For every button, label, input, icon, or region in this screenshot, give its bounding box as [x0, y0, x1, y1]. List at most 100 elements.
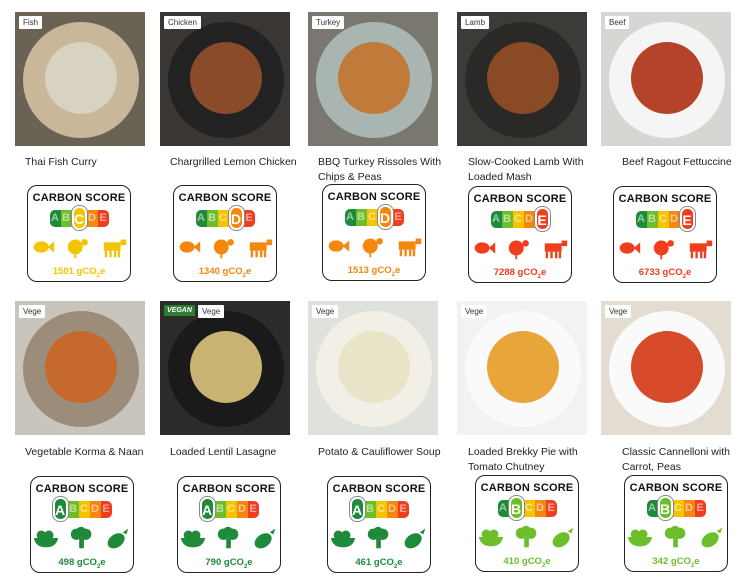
grade-d: D: [534, 499, 546, 517]
eggplant-icon: [254, 528, 276, 549]
card-title: CARBON SCORE: [32, 192, 126, 204]
broccoli-icon: [515, 525, 537, 548]
category-tag: Vege: [461, 305, 488, 318]
grade-b: B: [646, 210, 658, 228]
card-title: CARBON SCORE: [35, 483, 129, 495]
carbon-value: 1340 gCO2e: [198, 266, 252, 279]
meal-photo: Chicken: [160, 12, 290, 146]
grade-a: A: [490, 210, 502, 228]
grade-c: C: [672, 499, 684, 517]
card-title: CARBON SCORE: [629, 482, 723, 494]
category-tag: Beef: [605, 16, 630, 29]
grade-c: C: [366, 208, 378, 226]
eggplant-icon: [404, 528, 426, 549]
cow-icon: [249, 239, 273, 258]
grade-d: D: [236, 500, 248, 518]
category-tag: Vege: [605, 305, 632, 318]
carbon-value: 342 gCO2e: [652, 556, 700, 569]
grade-e: E: [545, 499, 557, 517]
meal-name: Chargrilled Lemon Chicken: [170, 156, 297, 168]
broccoli-icon: [217, 526, 239, 549]
grade-c: C: [71, 206, 87, 230]
cow-icon: [398, 238, 422, 257]
grade-c: C: [78, 500, 90, 518]
meal-name: Classic Cannelloni with Carrot, Peas: [622, 446, 730, 473]
fish-icon: [328, 240, 350, 252]
grade-e: E: [534, 207, 550, 231]
meal-photo: Lamb: [457, 12, 587, 146]
grade-c: C: [375, 500, 387, 518]
category-tag: Vege: [19, 305, 46, 318]
grade-e: E: [397, 500, 409, 518]
grade-d: D: [668, 210, 680, 228]
grade-d: D: [228, 206, 244, 230]
category-tag: Fish: [19, 16, 43, 29]
meal-photo: Vege: [308, 301, 438, 435]
carbon-value: 1513 gCO2e: [347, 265, 401, 278]
grade-e: E: [694, 499, 706, 517]
grade-a: A: [497, 499, 509, 517]
grade-d: D: [386, 500, 398, 518]
grade-a: A: [349, 497, 365, 521]
meal-name: Slow-Cooked Lamb With Loaded Mash: [468, 156, 584, 183]
carbon-value: 461 gCO2e: [355, 557, 403, 570]
grade-b: B: [657, 496, 673, 520]
grade-d: D: [86, 209, 98, 227]
grade-c: C: [217, 209, 229, 227]
card-title: CARBON SCORE: [327, 191, 421, 203]
grade-d: D: [89, 500, 101, 518]
turkey-icon: [508, 240, 529, 260]
grade-a: A: [195, 209, 207, 227]
grade-b: B: [214, 500, 226, 518]
fruit-bowl-icon: [330, 530, 356, 548]
vegan-badge: VEGAN: [164, 305, 195, 316]
cow-icon: [103, 239, 127, 258]
grade-b: B: [67, 500, 79, 518]
grade-e: E: [247, 500, 259, 518]
grade-a: A: [635, 210, 647, 228]
eggplant-icon: [107, 528, 129, 549]
meal-photo: Vege: [15, 301, 145, 435]
grade-b: B: [508, 496, 524, 520]
turkey-icon: [213, 239, 234, 259]
card-title: CARBON SCORE: [473, 193, 567, 205]
grade-a: A: [646, 499, 658, 517]
category-tag: Chicken: [164, 16, 201, 29]
carbon-value: 7288 gCO2e: [493, 267, 547, 280]
category-tag: Vege: [312, 305, 339, 318]
fish-icon: [179, 241, 201, 253]
card-title: CARBON SCORE: [480, 482, 574, 494]
grade-a: A: [52, 497, 68, 521]
grade-a: A: [199, 497, 215, 521]
grade-d: D: [683, 499, 695, 517]
meal-photo: VEGAN Vege: [160, 301, 290, 435]
turkey-icon: [67, 239, 88, 259]
grade-d: D: [377, 205, 393, 229]
fruit-bowl-icon: [478, 529, 504, 547]
fruit-bowl-icon: [627, 529, 653, 547]
grade-d: D: [523, 210, 535, 228]
grade-a: A: [344, 208, 356, 226]
meal-name: Potato & Cauliflower Soup: [318, 446, 441, 458]
meal-photo: Turkey: [308, 12, 438, 146]
fish-icon: [474, 242, 496, 254]
eggplant-icon: [552, 527, 574, 548]
grade-e: E: [243, 209, 255, 227]
grade-e: E: [392, 208, 404, 226]
turkey-icon: [362, 238, 383, 258]
grade-b: B: [501, 210, 513, 228]
